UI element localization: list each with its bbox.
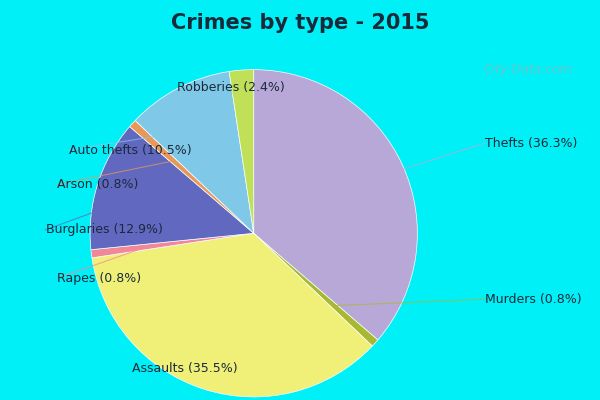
- Text: Crimes by type - 2015: Crimes by type - 2015: [171, 13, 429, 33]
- Wedge shape: [92, 233, 373, 397]
- Wedge shape: [91, 233, 254, 258]
- Wedge shape: [254, 70, 418, 340]
- Wedge shape: [229, 70, 254, 233]
- Text: City-Data.com: City-Data.com: [483, 63, 572, 76]
- Text: Rapes (0.8%): Rapes (0.8%): [57, 272, 141, 285]
- Text: Thefts (36.3%): Thefts (36.3%): [485, 137, 577, 150]
- Text: Burglaries (12.9%): Burglaries (12.9%): [46, 223, 163, 236]
- Wedge shape: [130, 120, 254, 233]
- Wedge shape: [254, 233, 378, 346]
- Text: Murders (0.8%): Murders (0.8%): [485, 293, 582, 306]
- Wedge shape: [135, 72, 254, 233]
- Text: Robberies (2.4%): Robberies (2.4%): [177, 81, 284, 94]
- Text: Auto thefts (10.5%): Auto thefts (10.5%): [68, 144, 191, 156]
- Text: Arson (0.8%): Arson (0.8%): [57, 178, 139, 191]
- Wedge shape: [90, 127, 254, 250]
- Text: Assaults (35.5%): Assaults (35.5%): [131, 362, 237, 375]
